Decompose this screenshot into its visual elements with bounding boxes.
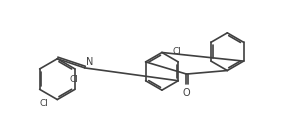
Text: N: N [86,57,93,67]
Text: O: O [183,88,190,98]
Text: Cl: Cl [173,47,181,56]
Text: Cl: Cl [39,99,48,108]
Text: Cl: Cl [69,75,78,84]
